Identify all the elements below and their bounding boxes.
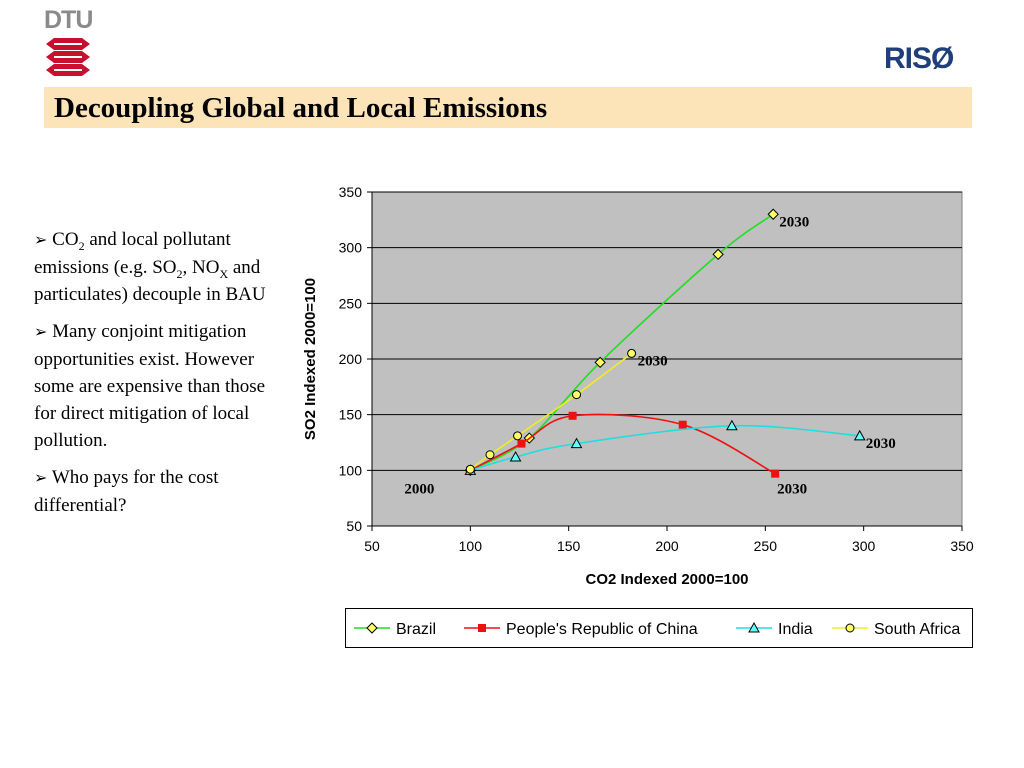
data-point-south-africa <box>627 348 637 358</box>
data-point-brazil <box>594 356 606 369</box>
bullet-2-text: Many conjoint mitigation opportunities e… <box>34 321 266 451</box>
data-point-south-africa <box>485 450 495 460</box>
y-tick-label: 200 <box>339 351 363 367</box>
y-tick-label: 350 <box>339 184 363 200</box>
data-point-people-s-republic-of-china <box>678 420 687 429</box>
x-tick-label: 250 <box>754 538 778 554</box>
y-tick-label: 300 <box>339 240 363 256</box>
data-point-south-africa <box>465 464 475 474</box>
bullet-item-3: ➢ Who pays for the cost differential? <box>34 464 270 519</box>
data-point-brazil <box>712 248 724 261</box>
legend-item-people-s-republic-of-china: People's Republic of China <box>464 621 698 638</box>
legend-item-brazil: Brazil <box>354 621 436 638</box>
year-annotation: 2000 <box>404 481 434 497</box>
dtu-logo-mark <box>46 38 90 76</box>
legend-marker-south-africa <box>845 623 855 633</box>
data-point-india <box>509 450 522 462</box>
legend-item-india: India <box>736 621 813 638</box>
year-annotation: 2030 <box>777 482 807 498</box>
y-axis-label: SO2 Indexed 2000=100 <box>302 278 319 440</box>
data-point-south-africa <box>572 390 582 400</box>
bullet-1-sub3: X <box>219 266 229 281</box>
year-annotation: 2030 <box>866 436 896 452</box>
legend-label-south-africa: South Africa <box>874 621 960 638</box>
x-tick-label: 300 <box>852 538 876 554</box>
y-tick-label: 100 <box>339 462 363 478</box>
arrow-bullet-icon: ➢ <box>34 470 48 487</box>
bullet-item-1: ➢ CO2 and local pollutant emissions (e.g… <box>34 226 270 308</box>
year-annotation: 2030 <box>638 353 668 369</box>
data-point-india <box>853 429 866 441</box>
page-title: Decoupling Global and Local Emissions <box>54 92 548 124</box>
y-tick-label: 50 <box>346 518 362 534</box>
x-axis-label: CO2 Indexed 2000=100 <box>585 571 748 588</box>
riso-logo: RISØ <box>884 42 954 75</box>
y-tick-label: 250 <box>339 295 363 311</box>
dtu-logo-text: DTU <box>44 6 93 34</box>
bullet-1-mid: , NO <box>182 257 220 278</box>
legend-item-south-africa: South Africa <box>832 621 960 638</box>
x-tick-label: 150 <box>557 538 581 554</box>
x-tick-label: 100 <box>459 538 483 554</box>
chart-legend: Brazil People's Republic of China India Sou… <box>345 608 973 648</box>
series-brazil <box>464 208 779 477</box>
series-south-africa <box>465 348 637 474</box>
bullet-item-2: ➢ Many conjoint mitigation opportunities… <box>34 318 270 454</box>
x-tick-label: 350 <box>950 538 974 554</box>
data-point-south-africa <box>513 431 523 441</box>
arrow-bullet-icon: ➢ <box>34 232 48 249</box>
bullet-1-sub: 2 <box>78 238 85 253</box>
data-point-people-s-republic-of-china <box>517 439 526 448</box>
y-tick-label: 150 <box>339 407 363 423</box>
bullet-3-text: Who pays for the cost differential? <box>34 467 219 516</box>
data-point-india <box>726 419 738 431</box>
legend-marker-india <box>748 621 760 633</box>
legend-entries: Brazil People's Republic of China India Sou… <box>354 621 960 638</box>
data-point-people-s-republic-of-china <box>568 411 577 420</box>
arrow-bullet-icon: ➢ <box>34 324 48 341</box>
legend-marker-people-s-republic-of-china <box>478 624 486 632</box>
series-line-india <box>470 424 860 472</box>
legend-label-people-s-republic-of-china: People's Republic of China <box>506 621 698 638</box>
bullet-list: ➢ CO2 and local pollutant emissions (e.g… <box>34 226 270 529</box>
bullet-1-post: and local pollutant emissions (e.g. SO <box>34 229 231 278</box>
bullet-1-sub2: 2 <box>176 266 183 281</box>
bullet-1-end: and particulates) decouple in BAU <box>34 257 266 305</box>
series-line-people-s-republic-of-china <box>469 413 776 475</box>
data-point-india <box>570 437 583 449</box>
x-tick-label: 200 <box>655 538 679 554</box>
year-annotation: 2030 <box>779 214 809 230</box>
legend-label-india: India <box>778 621 813 638</box>
title-bar: Decoupling Global and Local Emissions <box>44 87 972 128</box>
data-point-brazil <box>767 208 779 220</box>
emissions-chart: 50 100 150 200 250 300 350 50 100 150 200 250 300 350… <box>302 184 974 588</box>
data-point-people-s-republic-of-china <box>771 469 780 478</box>
bullet-1-pre: CO <box>52 229 79 250</box>
x-tick-label: 50 <box>364 538 380 554</box>
legend-marker-brazil <box>366 622 378 634</box>
dtu-logo: DTU <box>44 6 94 80</box>
legend-label-brazil: Brazil <box>396 621 436 638</box>
